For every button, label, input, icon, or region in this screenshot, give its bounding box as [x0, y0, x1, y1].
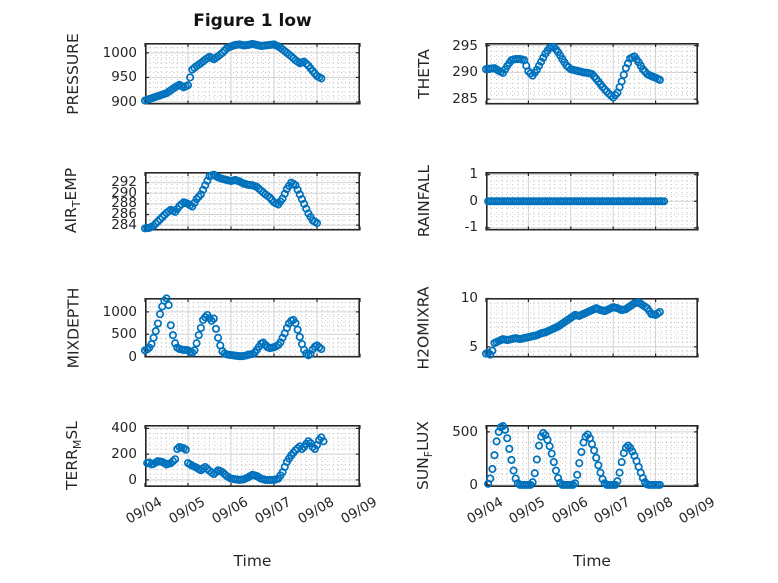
subplot-theta: THETA 285 290 295 [415, 39, 699, 106]
y-tick-label: 5 [469, 338, 478, 355]
grid-minor [486, 171, 698, 230]
y-tick-label: 1 [469, 166, 478, 183]
axes-border [486, 298, 698, 358]
plot-area [140, 39, 361, 105]
data-points [484, 196, 669, 205]
subplot-sun-flux: SUNFLUX 0 500 09/04 09/05 09/06 09/07 09/08 09/0… [413, 422, 718, 528]
data-points [484, 422, 664, 489]
y-axis-label-wrap: AIRTEMP [62, 168, 83, 233]
x-axis-title-left: Time [233, 552, 272, 570]
y-tick-label: 284 [111, 216, 137, 233]
y-axis-label-wrap: MIXDEPTH [64, 287, 82, 368]
data-points [140, 170, 322, 232]
y-tick-label: 295 [452, 37, 478, 54]
y-tick-label: 950 [111, 69, 137, 86]
subplot-rainfall: RAINFALL -1 0 1 [415, 165, 699, 237]
data-points [143, 433, 328, 484]
subplot-mixdepth: MIXDEPTH 0 500 1000 [64, 287, 361, 368]
grid-minor [145, 297, 360, 358]
y-axis-label: PRESSURE [64, 33, 82, 115]
subplot-air-temp: AIRTEMP 284 286 288 290 292 [62, 168, 361, 233]
subplot-pressure: PRESSURE 900 950 1000 [64, 33, 361, 115]
y-tick-label: 0 [128, 471, 137, 488]
y-axis-label-wrap: PRESSURE [64, 33, 82, 115]
plot-area [484, 422, 699, 489]
axes-border [486, 43, 698, 105]
y-tick-label: 290 [452, 64, 478, 81]
y-tick-label: 0 [128, 348, 137, 365]
y-tick-label: 500 [452, 423, 478, 440]
axes-ticks [485, 297, 699, 358]
y-tick-label: 285 [452, 91, 478, 108]
plot-area [481, 297, 699, 359]
y-tick-label: 290 [111, 184, 137, 201]
x-axis-title-right: Time [573, 552, 611, 570]
y-axis-label: AIRTEMP [62, 168, 84, 234]
plot-area [140, 294, 361, 361]
y-tick-label: 900 [111, 94, 137, 111]
y-tick-label: 0 [469, 192, 478, 209]
y-axis-label: TERRMSL [62, 421, 84, 491]
grid-major [486, 171, 698, 230]
subplot-terr-msl: TERRMSL 0 200 400 09/04 09/05 09/06 09/07 09/08 0… [62, 421, 380, 527]
y-tick-label: 500 [111, 326, 137, 343]
y-tick-label: 1000 [102, 303, 137, 320]
plot-area [140, 170, 361, 232]
axes-border [145, 425, 360, 488]
plot-area [143, 425, 361, 488]
y-tick-label: 10 [460, 290, 478, 307]
plot-area [481, 42, 699, 105]
grid-minor [145, 43, 360, 105]
y-tick-label: -1 [464, 219, 478, 236]
plot-area [484, 171, 699, 231]
axes-ticks [144, 298, 361, 358]
y-tick-label: 292 [111, 174, 137, 191]
data-points [481, 42, 664, 102]
grid-minor [145, 171, 360, 231]
figure-title: Figure 1 low [193, 11, 312, 31]
data-points [140, 294, 326, 361]
y-tick-label: 0 [469, 476, 478, 493]
y-tick-label: 288 [111, 195, 137, 212]
y-axis-label: MIXDEPTH [64, 287, 83, 369]
axes-border [145, 43, 360, 105]
y-tick-label: 286 [111, 206, 137, 223]
axes-ticks [144, 425, 361, 487]
data-points [140, 39, 326, 105]
data-points [481, 298, 664, 359]
grid-minor [486, 425, 698, 487]
subplot-h2omixra: H2OMIXRA 5 10 [415, 286, 699, 369]
axes-border [145, 171, 360, 231]
y-tick-label: 200 [111, 446, 137, 463]
axes-ticks [485, 171, 699, 230]
y-tick-label: 1000 [102, 44, 137, 61]
y-tick-label: 400 [111, 420, 137, 437]
axes-border [486, 425, 698, 488]
y-axis-label-wrap: TERRMSL [62, 422, 83, 491]
